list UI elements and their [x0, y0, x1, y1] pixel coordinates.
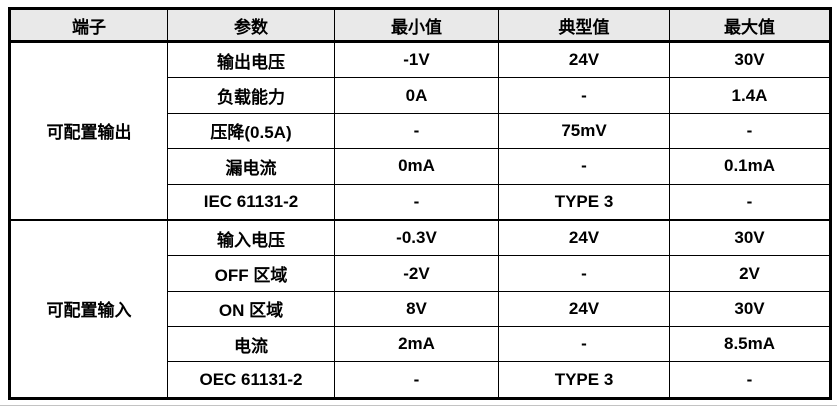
- table-row: ON 区域 8V 24V 30V: [10, 290, 831, 328]
- cell-max: 30V: [669, 40, 831, 79]
- cell-min: -: [334, 183, 499, 221]
- table-row: 漏电流 0mA -0.1mA: [10, 148, 831, 185]
- cell-max: 30V: [669, 218, 831, 257]
- cell-max: -: [669, 112, 831, 150]
- table-row: 可配置输入 输入电压 -0.3V 24V 30V: [9, 218, 831, 399]
- cell-min: -2V: [334, 255, 499, 292]
- cell-param: OFF 区域: [167, 255, 335, 292]
- table-row: 电流 2mA -8.5mA: [10, 326, 831, 363]
- cell-typ: 75mV: [498, 112, 670, 150]
- cell-max: -: [669, 361, 831, 399]
- header-row: 端子 参数 最小值 典型值 最大值: [9, 8, 831, 43]
- cell-typ: -: [498, 148, 670, 185]
- cell-param: 压降(0.5A): [167, 112, 335, 150]
- table-row: OFF 区域 -2V -2V: [10, 255, 831, 292]
- cell-param: 漏电流: [167, 148, 335, 185]
- cell-min: 2mA: [334, 326, 499, 363]
- cell-min: -: [334, 361, 499, 399]
- cell-typ: -: [498, 255, 670, 292]
- header-min: 最小值: [334, 8, 499, 43]
- cell-min: 8V: [334, 290, 499, 328]
- cell-param: ON 区域: [167, 290, 335, 328]
- cell-typ: 24V: [498, 218, 670, 257]
- cell-param: 输入电压: [167, 218, 335, 257]
- cell-param: 负载能力: [167, 77, 335, 114]
- table-row: 负载能力 0A -1.4A: [10, 77, 831, 114]
- table-body: 可配置输出 输出电压 -1V 24V 30V 负载能力 0A -1.4A 压降(0.5A) -75…: [9, 40, 831, 399]
- cell-param: 电流: [167, 326, 335, 363]
- cell-typ: TYPE 3: [498, 361, 670, 399]
- cell-max: 1.4A: [669, 77, 831, 114]
- cell-typ: TYPE 3: [498, 183, 670, 221]
- cell-min: -1V: [334, 40, 499, 79]
- cell-param: IEC 61131-2: [167, 183, 335, 221]
- header-typical: 典型值: [498, 8, 670, 43]
- cell-max: 30V: [669, 290, 831, 328]
- cell-max: 8.5mA: [669, 326, 831, 363]
- cell-min: -: [334, 112, 499, 150]
- header-parameter: 参数: [167, 8, 335, 43]
- cell-param: OEC 61131-2: [167, 361, 335, 399]
- cell-typ: -: [498, 326, 670, 363]
- cell-max: 2V: [669, 255, 831, 292]
- cell-min: 0mA: [334, 148, 499, 185]
- header-max: 最大值: [669, 8, 831, 43]
- table-row: 可配置输出 输出电压 -1V 24V 30V: [9, 40, 831, 221]
- cell-max: 0.1mA: [669, 148, 831, 185]
- table-row: OEC 61131-2- TYPE 3-: [10, 361, 831, 399]
- cell-min: 0A: [334, 77, 499, 114]
- cell-typ: -: [498, 77, 670, 114]
- cell-max: -: [669, 183, 831, 221]
- cell-typ: 24V: [498, 290, 670, 328]
- cell-min: -0.3V: [334, 218, 499, 257]
- cell-param: 输出电压: [167, 40, 335, 79]
- page-bottom-rule: [0, 405, 837, 406]
- spec-table: 端子 参数 最小值 典型值 最大值 可配置输出 输出电压 -1V 24V 30V 负载能力…: [8, 7, 832, 400]
- terminal-group-cell: 可配置输出: [9, 40, 168, 221]
- table-header: 端子 参数 最小值 典型值 最大值: [9, 8, 831, 43]
- terminal-group-cell: 可配置输入: [9, 218, 168, 399]
- table-row: 压降(0.5A) -75mV -: [10, 112, 831, 150]
- cell-typ: 24V: [498, 40, 670, 79]
- header-terminal: 端子: [9, 8, 168, 43]
